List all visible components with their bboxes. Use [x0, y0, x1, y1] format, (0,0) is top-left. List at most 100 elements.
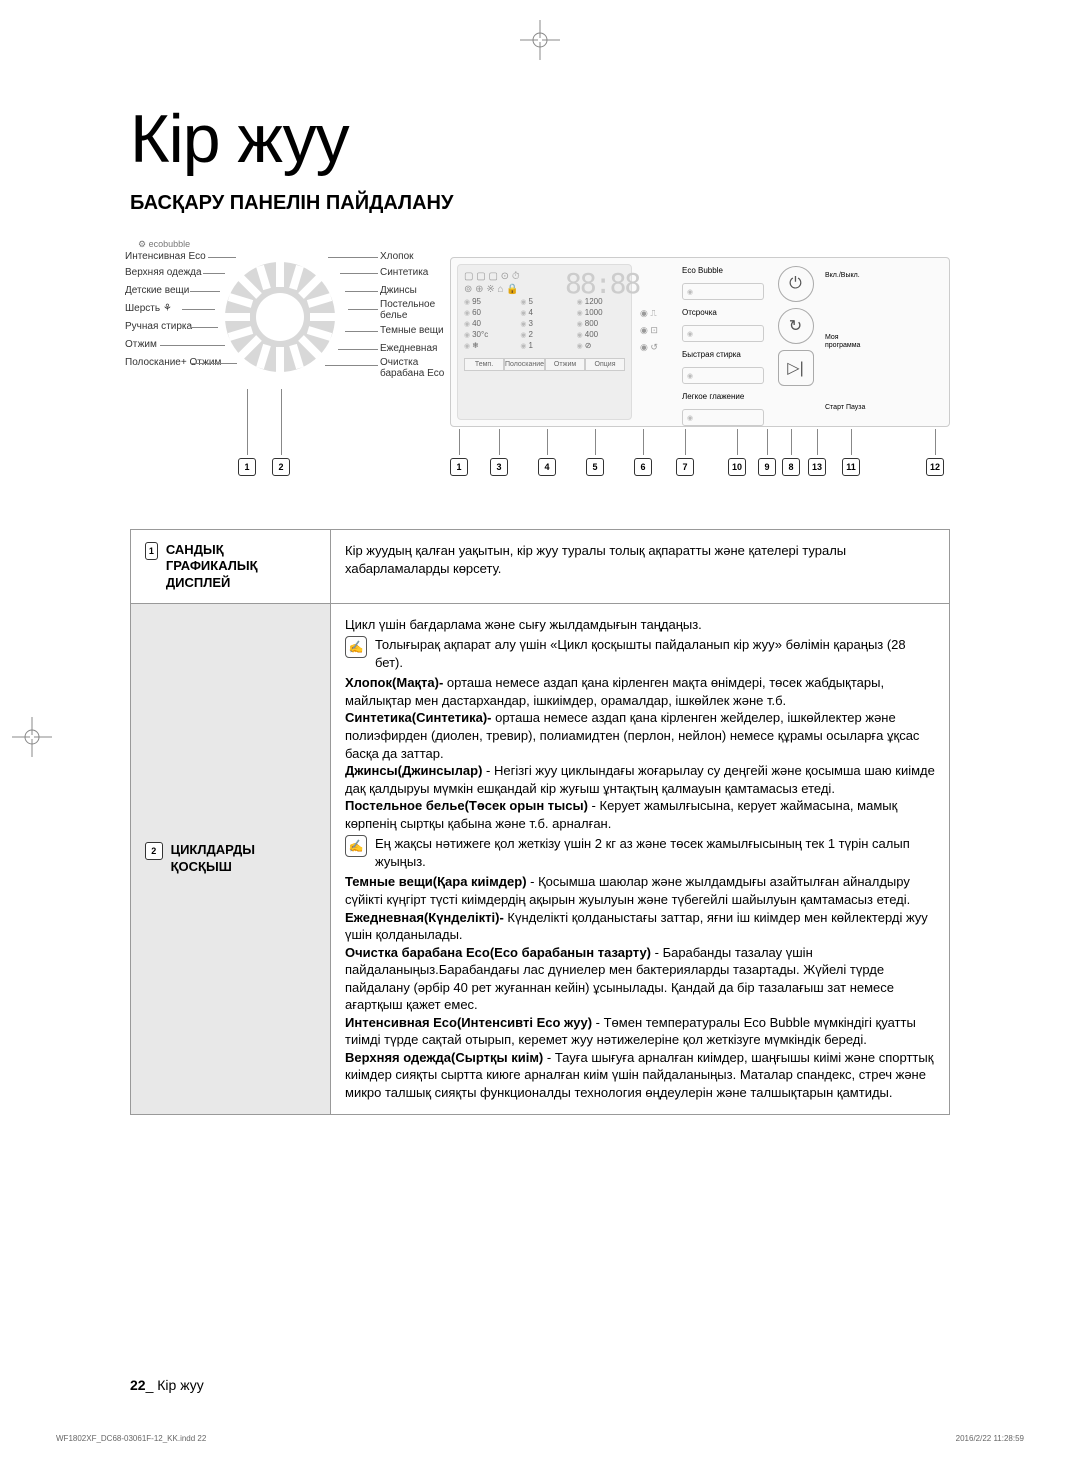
dial-label: Интенсивная Eco: [125, 251, 206, 262]
item-heading: Постельное белье(Төсек орын тысы): [345, 798, 588, 813]
page-footer: 22_ Кір жуу: [130, 1377, 204, 1393]
lcd-val: 5: [520, 297, 568, 306]
table-desc-cell: Кір жуудың қалған уақытын, кір жуу турал…: [331, 530, 950, 604]
item-heading: Интенсивная Eco(Интенсивті Eco жуу): [345, 1015, 592, 1030]
lcd-val: 4: [520, 308, 568, 317]
option-box[interactable]: [682, 409, 764, 426]
indd-timestamp: 2016/2/22 11:28:59: [956, 1434, 1024, 1443]
row-label: САНДЫҚ ГРАФИКАЛЫҚ ДИСПЛЕЙ: [166, 542, 316, 591]
note-icon: ✍: [345, 835, 367, 857]
item-heading: Джинсы(Джинсылар): [345, 763, 482, 778]
dial-label: Темные вещи: [380, 325, 444, 336]
opt-label: Легкое глажение: [682, 392, 764, 401]
lcd-val: ❄: [464, 341, 512, 350]
dial-label: Очистка барабана Eco: [380, 357, 450, 379]
lcd-val: 3: [520, 319, 568, 328]
opt-label: Быстрая стирка: [682, 350, 764, 359]
callout-badge: 8: [782, 458, 800, 476]
lcd-extra-icons: ◉ ⎍◉ ⊡◉ ↺: [638, 258, 678, 426]
item-heading: Ежедневная(Күнделікті)-: [345, 910, 504, 925]
dial-block: ⚙ ecobubble Интенсивная Eco Верхняя одеж…: [130, 239, 430, 382]
lcd-val: 1: [520, 341, 568, 350]
button-labels: Вкл./Выкл. Моя программа Старт Пауза: [823, 258, 873, 426]
callout-badge: 11: [842, 458, 860, 476]
callout-badge: 1: [238, 458, 256, 476]
start-pause-button[interactable]: ▷|: [778, 350, 814, 386]
dial-label: Синтетика: [380, 267, 428, 278]
callout-badge: 9: [758, 458, 776, 476]
page-title: Кір жуу: [130, 100, 950, 178]
desc-text: Цикл үшін бағдарлама және сығу жылдамдығ…: [345, 616, 935, 634]
item-heading: Темные вещи(Қара киімдер): [345, 874, 527, 889]
dial-label: Отжим: [125, 339, 157, 350]
dial-label: Полоскание+ Отжим: [125, 357, 197, 368]
item-heading: Хлопок(Мақта)-: [345, 675, 443, 690]
btn-label: Старт Пауза: [825, 404, 871, 412]
lcd-val: 30°c: [464, 330, 512, 339]
lcd-button[interactable]: Темп.: [464, 358, 504, 371]
option-box[interactable]: [682, 325, 764, 342]
item-heading: Синтетика(Синтетика)-: [345, 710, 492, 725]
note-text: Толығырақ ақпарат алу үшін «Цикл қосқышт…: [375, 636, 935, 671]
option-box[interactable]: [682, 367, 764, 384]
indd-filename: WF1802XF_DC68-03061F-12_KK.indd 22: [56, 1434, 206, 1443]
options-column: Eco Bubble Отсрочка Быстрая стирка Легко…: [678, 258, 768, 426]
callout-badge: 5: [586, 458, 604, 476]
btn-label: Моя программа: [825, 334, 871, 349]
callout-badge: 2: [272, 458, 290, 476]
desc-text: Кір жуудың қалған уақытын, кір жуу турал…: [345, 542, 935, 577]
my-program-button[interactable]: ↻: [778, 308, 814, 344]
row-label: ЦИКЛДАРДЫ ҚОСҚЫШ: [171, 842, 316, 875]
callout-badge: 13: [808, 458, 826, 476]
callout-badge: 6: [634, 458, 652, 476]
btn-label: Вкл./Выкл.: [825, 272, 871, 280]
lcd-val: 400: [577, 330, 625, 339]
opt-label: Eco Bubble: [682, 266, 764, 275]
control-panel: ▢ ▢ ▢ ⊙ ⏱ ⊚ ⊕ ※ ⌂ 🔒 95 5 1200 60 4 1000 …: [450, 257, 950, 427]
dial-label: Джинсы: [380, 285, 417, 296]
lcd-val: 1000: [577, 308, 625, 317]
table-label-cell: 2 ЦИКЛДАРДЫ ҚОСҚЫШ: [131, 603, 331, 1114]
description-table: 1 САНДЫҚ ГРАФИКАЛЫҚ ДИСПЛЕЙ Кір жуудың қ…: [130, 529, 950, 1115]
control-panel-diagram: ⚙ ecobubble Интенсивная Eco Верхняя одеж…: [130, 239, 950, 499]
lcd-val: 60: [464, 308, 512, 317]
table-label-cell: 1 САНДЫҚ ГРАФИКАЛЫҚ ДИСПЛЕЙ: [131, 530, 331, 604]
callout-badge: 4: [538, 458, 556, 476]
dial-label: Ежедневная: [380, 343, 437, 354]
callout-badge: 3: [490, 458, 508, 476]
lcd-val: 95: [464, 297, 512, 306]
section-heading: БАСҚАРУ ПАНЕЛІН ПАЙДАЛАНУ: [130, 192, 950, 215]
dial-label: Постельное белье: [380, 299, 438, 321]
row-number-badge: 2: [145, 842, 163, 860]
note-text: Ең жақсы нәтижеге қол жеткізу үшін 2 кг …: [375, 835, 935, 870]
dial-label: Детские вещи: [125, 285, 189, 296]
crop-mark-top: [520, 20, 560, 60]
lcd-val: ⊘: [577, 341, 625, 350]
lcd-val: 800: [577, 319, 625, 328]
item-heading: Очистка барабана Eco(Eco барабанын тазар…: [345, 945, 651, 960]
dial-label: Ручная стирка: [125, 321, 192, 332]
buttons-column: ⏻ ↻ ▷|: [768, 258, 823, 426]
footer-page: 22: [130, 1377, 146, 1393]
note-icon: ✍: [345, 636, 367, 658]
opt-label: Отсрочка: [682, 308, 764, 317]
footer-text: Кір жуу: [157, 1377, 203, 1393]
callout-badge: 7: [676, 458, 694, 476]
option-box[interactable]: [682, 283, 764, 300]
lcd-val: 2: [520, 330, 568, 339]
power-button[interactable]: ⏻: [778, 266, 814, 302]
table-desc-cell: Цикл үшін бағдарлама және сығу жылдамдығ…: [331, 603, 950, 1114]
dial-label: Верхняя одежда: [125, 267, 202, 278]
callout-badge: 12: [926, 458, 944, 476]
lcd-button[interactable]: Отжим: [545, 358, 585, 371]
lcd-val: 40: [464, 319, 512, 328]
dial-label: Шерсть ⚘: [125, 303, 172, 314]
lcd-button[interactable]: Опция: [585, 358, 625, 371]
item-heading: Верхняя одежда(Сыртқы киім): [345, 1050, 543, 1065]
lcd-button[interactable]: Полоскание: [504, 358, 545, 371]
digital-clock: 88:88: [565, 267, 639, 300]
crop-mark-left: [12, 717, 52, 757]
eco-bubble-tag: ⚙ ecobubble: [138, 239, 430, 250]
callout-badge: 10: [728, 458, 746, 476]
row-number-badge: 1: [145, 542, 158, 560]
